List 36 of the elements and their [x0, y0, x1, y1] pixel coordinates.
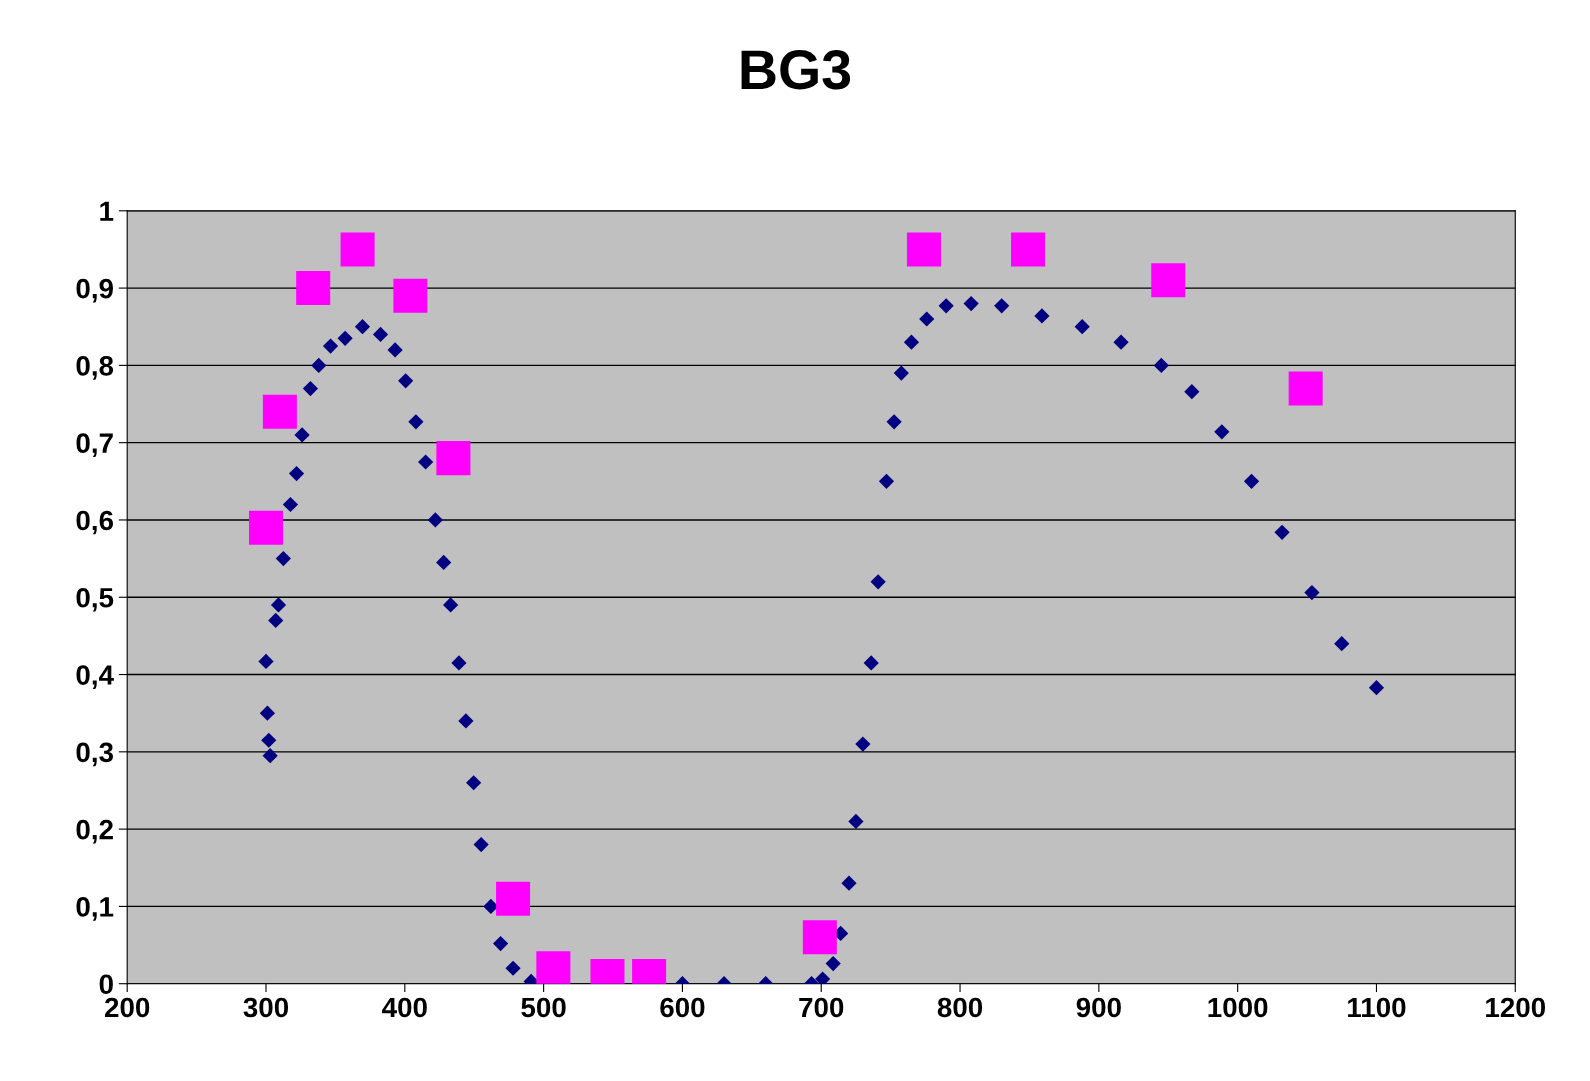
point — [262, 394, 297, 429]
point — [249, 510, 284, 545]
chart-title: BG3 — [741, 50, 851, 90]
x-tick-label: 300 — [243, 997, 289, 1018]
y-tick-label: 0 — [99, 974, 113, 995]
y-tick-label: 1 — [100, 201, 114, 221]
x-tick-label: 200 — [104, 997, 150, 1018]
x-tick-label: 500 — [521, 997, 566, 1018]
point — [1151, 263, 1186, 298]
x-tick-label: 1200 — [1486, 997, 1546, 1018]
y-tick-label: 0,5 — [76, 587, 114, 612]
y-tick-label: 0,7 — [76, 433, 113, 458]
y-tick-label: 0,4 — [76, 665, 114, 689]
point — [1288, 371, 1323, 406]
y-tick-label: 0,8 — [76, 356, 114, 380]
x-tick-label: 700 — [799, 997, 844, 1018]
x-tick-label: 800 — [937, 997, 983, 1018]
y-tick-label: 0,3 — [76, 742, 114, 767]
point — [496, 881, 531, 916]
point — [340, 232, 375, 267]
x-tick-label: 1000 — [1208, 997, 1268, 1018]
x-tick-label: 400 — [382, 997, 427, 1018]
y-tick-label: 0,1 — [76, 897, 114, 921]
x-tick-label: 1100 — [1348, 997, 1406, 1018]
x-tick-label: 600 — [660, 997, 705, 1018]
point — [536, 951, 571, 984]
point — [436, 441, 471, 476]
y-tick-label: 0,9 — [76, 278, 113, 303]
x-tick-label: 900 — [1076, 997, 1121, 1018]
y-tick-label: 0,6 — [76, 510, 114, 535]
point — [296, 271, 331, 306]
point — [1011, 232, 1046, 267]
point — [393, 278, 428, 313]
point — [802, 920, 837, 955]
point — [906, 232, 941, 267]
y-tick-label: 0,2 — [76, 819, 113, 844]
